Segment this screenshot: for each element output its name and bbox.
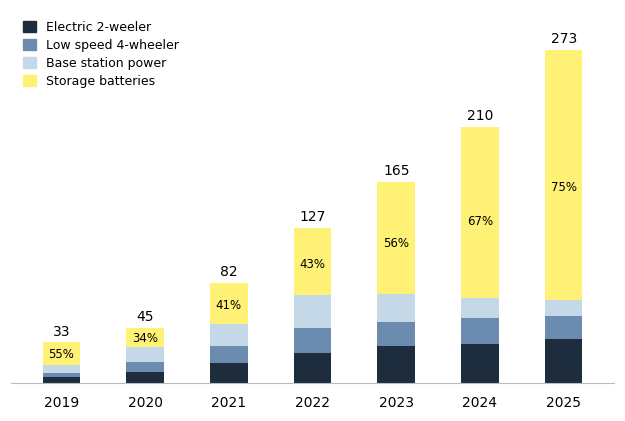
Text: 55%: 55% — [48, 348, 74, 361]
Bar — [126, 328, 164, 346]
Bar — [210, 363, 248, 383]
Text: 127: 127 — [299, 210, 326, 224]
Text: 165: 165 — [383, 164, 409, 178]
Bar — [461, 344, 499, 383]
Bar — [210, 324, 248, 346]
Bar — [126, 346, 164, 362]
Text: 43%: 43% — [299, 258, 326, 271]
Bar — [545, 300, 582, 316]
Text: 210: 210 — [467, 109, 493, 123]
Bar — [545, 316, 582, 339]
Bar — [545, 339, 582, 383]
Text: 33: 33 — [52, 325, 70, 339]
Bar — [461, 318, 499, 344]
Text: 41%: 41% — [216, 299, 242, 312]
Bar — [42, 373, 80, 377]
Text: 56%: 56% — [383, 237, 409, 250]
Bar — [210, 346, 248, 363]
Bar — [545, 50, 582, 300]
Bar — [378, 346, 415, 383]
Bar — [126, 372, 164, 383]
Bar — [378, 294, 415, 322]
Text: 82: 82 — [220, 265, 238, 279]
Bar — [294, 328, 331, 354]
Bar — [42, 377, 80, 383]
Bar — [294, 354, 331, 383]
Text: 45: 45 — [136, 310, 154, 324]
Bar — [210, 283, 248, 324]
Text: 273: 273 — [551, 32, 577, 46]
Bar — [42, 343, 80, 365]
Bar — [126, 362, 164, 372]
Bar — [42, 365, 80, 373]
Text: 67%: 67% — [467, 215, 493, 228]
Bar — [461, 298, 499, 318]
Bar — [461, 127, 499, 298]
Bar — [378, 182, 415, 294]
Text: 75%: 75% — [551, 181, 577, 194]
Legend: Electric 2-weeler, Low speed 4-wheeler, Base station power, Storage batteries: Electric 2-weeler, Low speed 4-wheeler, … — [23, 21, 179, 88]
Text: 34%: 34% — [132, 332, 158, 345]
Bar — [294, 228, 331, 295]
Bar — [378, 322, 415, 346]
Bar — [294, 295, 331, 328]
